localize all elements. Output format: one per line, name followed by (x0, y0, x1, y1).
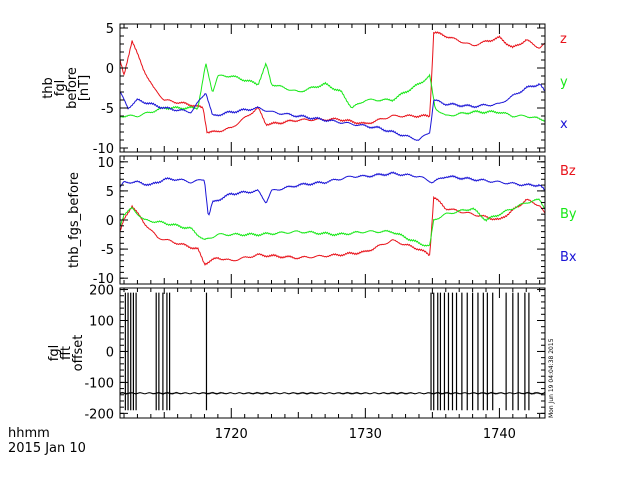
ytick-label: -5 (101, 102, 114, 117)
series-By-line (119, 198, 546, 247)
ytick-label: 0 (106, 62, 114, 77)
ytick-label: 5 (106, 185, 114, 200)
ylabel-line: fgl (53, 80, 68, 96)
legend-By: By (560, 207, 577, 222)
ytick-label: -10 (93, 272, 114, 287)
ytick-label: 0 (106, 345, 114, 360)
panel-frame (119, 155, 546, 285)
time-label: hhmm (8, 426, 50, 441)
xtick-label: 1740 (483, 427, 516, 442)
series-Bz-line (119, 195, 546, 266)
xtick-label: 1730 (349, 427, 382, 442)
ylabel-line: thb_fgs_before (67, 172, 82, 268)
ylabel-line: before (65, 67, 80, 109)
ytick-label: -10 (93, 142, 114, 157)
legend-z: z (560, 32, 567, 47)
ylabel-line: [nT] (77, 75, 92, 101)
panel-frame (119, 287, 546, 419)
legend-x: x (560, 117, 568, 132)
ytick-label: -5 (101, 243, 114, 258)
ytick-label: 200 (89, 284, 114, 299)
series-y-line (119, 62, 546, 122)
series-offset-baseline (119, 391, 546, 395)
ylabel-line: fgl (47, 345, 62, 361)
series-z-line (119, 31, 546, 134)
date-label: 2015 Jan 10 (8, 441, 86, 456)
ylabel-line: offset (71, 335, 86, 372)
ylabel-line: fft (59, 346, 74, 360)
panel-frame (119, 23, 546, 153)
ytick-label: 0 (106, 214, 114, 229)
legend-Bx: Bx (560, 250, 577, 265)
ytick-label: 100 (89, 315, 114, 330)
panel-2: Bz By Bx 10 5 0 -5 -10 thb_fgs_before (67, 155, 577, 287)
ytick-label: 5 (106, 22, 114, 37)
ytick-label: 10 (97, 156, 114, 171)
ytick-label: -100 (84, 376, 114, 391)
xtick-label: 1720 (215, 427, 248, 442)
legend-Bz: Bz (560, 164, 576, 179)
series-x-line (119, 82, 546, 141)
ytick-label: -200 (84, 407, 114, 422)
legend-y: y (560, 75, 568, 90)
plot-timestamp: Mon Jun 19 04:04:38 2015 (548, 338, 555, 418)
ylabel-line: thb (41, 77, 56, 99)
series-Bx-line (119, 171, 546, 216)
